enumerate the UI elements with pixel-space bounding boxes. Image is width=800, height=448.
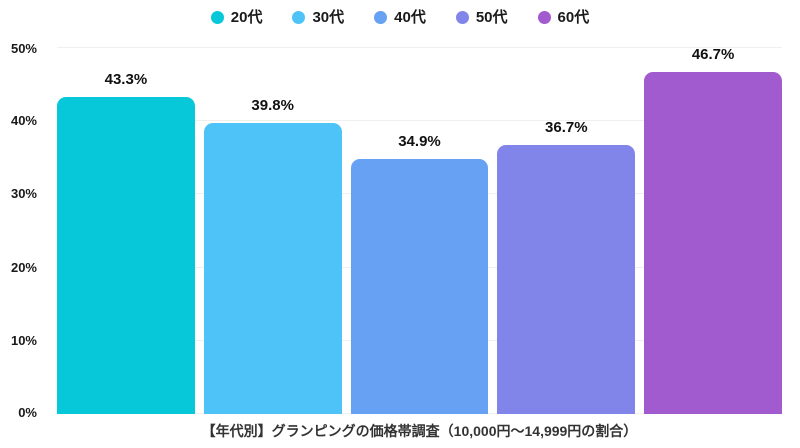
y-tick-40: 40%	[10, 113, 37, 129]
legend-item-20s: 20代	[210, 9, 263, 26]
legend-item-30s: 30代	[292, 10, 344, 25]
legend-label: 20代	[230, 9, 263, 26]
gridline-50	[57, 47, 782, 48]
bar-column-50s: 36.7%	[497, 48, 636, 414]
legend-label: 60代	[557, 9, 590, 26]
bars-group: 43.3% 39.8% 34.9% 36.7% 46.7%	[57, 47, 782, 414]
bar-40s: 34.9%	[350, 134, 489, 414]
legend-dot-icon	[455, 11, 469, 24]
plot-area: 43.3% 39.8% 34.9% 36.7% 46.7%	[57, 47, 782, 414]
legend-label: 40代	[394, 9, 426, 26]
legend-item-50s: 50代	[455, 9, 508, 26]
bar-column-20s: 43.3%	[57, 48, 195, 414]
y-tick-10: 10%	[10, 332, 37, 348]
chart-legend: 20代 30代 40代 50代 60代	[0, 10, 800, 25]
value-label-30s: 39.8%	[251, 96, 294, 114]
bar-20s: 43.3%	[57, 72, 195, 414]
y-tick-20: 20%	[10, 259, 37, 275]
value-label-60s: 46.7%	[691, 46, 735, 64]
y-tick-30: 30%	[10, 186, 37, 202]
y-tick-50: 50%	[10, 41, 37, 56]
bar-60s: 46.7%	[644, 47, 782, 414]
legend-label: 50代	[475, 9, 508, 26]
y-tick-0: 0%	[18, 405, 37, 420]
bar-column-60s: 46.7%	[644, 47, 782, 414]
legend-dot-icon	[537, 11, 551, 24]
legend-item-40s: 40代	[374, 10, 426, 25]
y-axis: 0% 10% 20% 30% 40% 50%	[0, 42, 47, 419]
bar-30s: 39.8%	[203, 98, 342, 414]
legend-dot-icon	[374, 11, 388, 24]
bar-50s: 36.7%	[497, 120, 636, 414]
value-label-20s: 43.3%	[104, 71, 148, 89]
value-label-40s: 34.9%	[398, 132, 441, 150]
gridline-40	[57, 120, 782, 122]
legend-dot-icon	[292, 11, 306, 24]
value-label-50s: 36.7%	[545, 119, 588, 137]
bar-column-40s: 34.9%	[350, 48, 489, 414]
chart-title: 【年代別】グランピングの価格帯調査（10,000円〜14,999円の割合）	[201, 423, 638, 440]
bar-column-30s: 39.8%	[203, 48, 342, 414]
legend-item-60s: 60代	[537, 9, 590, 26]
legend-label: 30代	[312, 9, 345, 26]
legend-dot-icon	[210, 11, 224, 24]
